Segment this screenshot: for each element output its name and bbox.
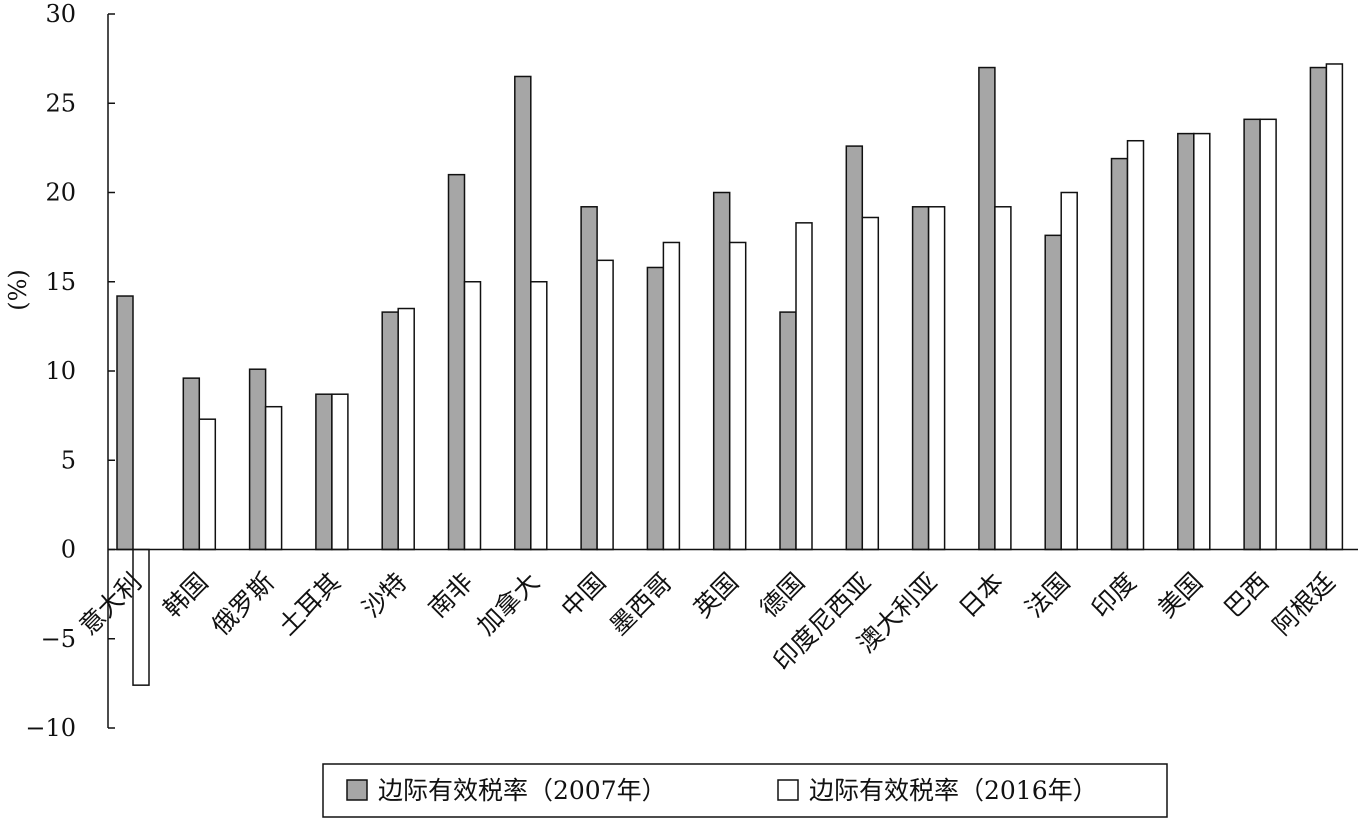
y-axis-label: (%): [4, 269, 32, 311]
bar-2016: [861, 216, 880, 551]
category-label: 墨西哥: [604, 567, 678, 641]
bar-2007: [1177, 132, 1195, 551]
bar-2016: [596, 259, 614, 551]
bar-2007: [1243, 118, 1261, 551]
bar-2016: [132, 548, 150, 686]
category-label: 加拿大: [471, 567, 545, 641]
bar-2007: [248, 368, 267, 551]
category-label: 英国: [688, 567, 744, 623]
bar-2016: [1325, 63, 1344, 551]
bar-2007: [779, 311, 797, 551]
legend: 边际有效税率（2007年） 边际有效税率（2016年）: [322, 763, 1168, 818]
y-tick-label: 25: [45, 89, 76, 117]
category-label: 日本: [953, 567, 1009, 623]
y-tick-label: −10: [25, 714, 76, 742]
y-tick-label: 0: [61, 536, 76, 564]
bar-2007: [1110, 157, 1129, 551]
bar-2007: [580, 206, 598, 551]
bar-2007: [182, 377, 201, 551]
bar-2016: [1193, 132, 1211, 551]
bar-2016: [463, 281, 482, 551]
bar-2016: [331, 393, 349, 551]
bar-2016: [1060, 191, 1078, 551]
legend-swatch-2007: [346, 779, 368, 801]
legend-swatch-2016: [777, 779, 799, 801]
bar-2007: [1044, 234, 1062, 551]
y-tick-label: 20: [45, 179, 76, 207]
bar-2016: [397, 307, 415, 551]
y-tick-label: 5: [61, 446, 76, 474]
category-label: 中国: [555, 567, 611, 623]
y-axis: 30 25 20 15 10 5 0 −5 −10: [25, 0, 115, 742]
bar-2007: [514, 75, 532, 551]
category-label: 俄罗斯: [206, 567, 280, 641]
bar-2007: [978, 66, 996, 551]
legend-label-2016: 边际有效税率（2016年）: [809, 776, 1098, 805]
category-label: 沙特: [357, 567, 413, 623]
bar-2016: [795, 222, 813, 551]
y-tick-label: 10: [45, 357, 76, 385]
bar-2016: [662, 241, 681, 551]
bar-2007: [911, 206, 930, 551]
y-tick-label: −5: [41, 625, 76, 653]
bar-2016: [728, 241, 747, 551]
category-label: 南非: [423, 567, 479, 623]
bar-2007: [646, 266, 665, 551]
bar-2007: [315, 393, 333, 551]
legend-label-2007: 边际有效税率（2007年）: [378, 776, 667, 805]
category-label: 韩国: [158, 567, 214, 623]
bar-2016: [994, 206, 1012, 551]
bar-2016: [530, 281, 548, 551]
y-tick-label: 15: [45, 268, 76, 296]
bars: [116, 63, 1344, 686]
legend-frame: [322, 763, 1168, 818]
category-label: 土耳其: [273, 567, 347, 641]
bar-2007: [447, 173, 466, 551]
y-tick-label: 30: [45, 0, 76, 28]
bar-2007: [116, 295, 134, 551]
bar-2007: [712, 191, 731, 551]
bar-2016: [1126, 139, 1145, 551]
category-label: 印度: [1086, 567, 1142, 623]
category-label: 巴西: [1218, 567, 1274, 623]
bar-2016: [927, 206, 946, 551]
bar-2007: [381, 311, 399, 551]
category-label: 德国: [754, 567, 810, 623]
bar-2016: [1259, 118, 1277, 551]
bar-2007: [1309, 66, 1328, 551]
category-label: 美国: [1152, 567, 1208, 623]
bar-2016: [264, 405, 283, 551]
category-label: 法国: [1020, 567, 1076, 623]
category-label: 阿根廷: [1267, 567, 1341, 641]
bar-2016: [198, 418, 217, 551]
bar-2007: [845, 145, 864, 551]
